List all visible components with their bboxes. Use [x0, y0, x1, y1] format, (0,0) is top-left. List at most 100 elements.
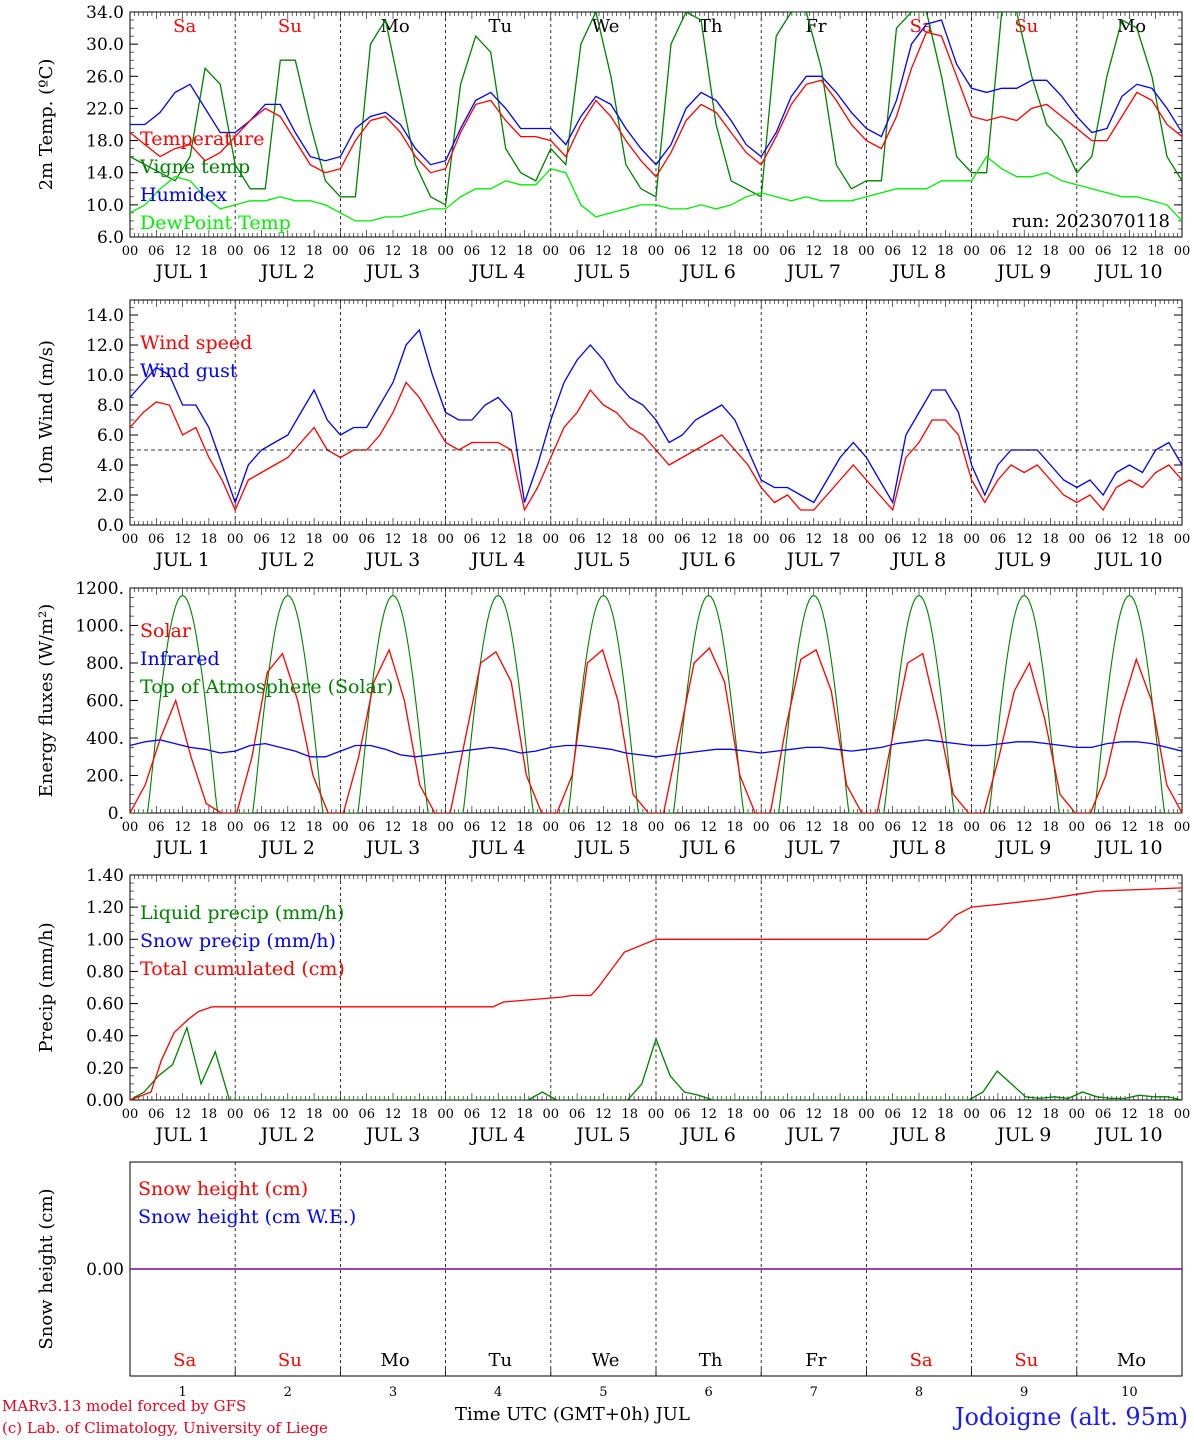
panel-frame	[129, 587, 1183, 814]
hour-tick-label: 06	[674, 820, 691, 835]
legend-snow-height-cm-w-e: Snow height (cm W.E.)	[138, 1206, 356, 1228]
date-tick-label: JUL 6	[679, 837, 735, 859]
hour-tick-label: 18	[201, 532, 218, 547]
hour-tick-label: 12	[595, 820, 612, 835]
panel-wind: 0.0 2.0 4.0 6.0 8.0 10.0 12.0 14.0 10m Wind (m/s…	[36, 299, 1190, 571]
date-tick-label: JUL 9	[995, 837, 1051, 859]
hour-tick-label: 18	[937, 1107, 954, 1122]
date-tick-label: JUL 6	[679, 549, 735, 571]
hour-tick-label: 18	[516, 1107, 533, 1122]
hour-tick-label: 12	[700, 820, 717, 835]
hour-tick-label: 00	[543, 820, 560, 835]
hour-tick-label: 00	[437, 532, 454, 547]
series-humidex	[130, 19, 1182, 166]
hour-tick-label: 00	[858, 244, 875, 259]
hour-tick-label: 00	[753, 244, 770, 259]
y-tick-label: 26.0	[86, 67, 124, 87]
day-name-label: Sa	[173, 16, 196, 37]
hour-tick-label: 06	[884, 244, 901, 259]
hour-tick-label: 06	[990, 820, 1007, 835]
hour-tick-label: 00	[1174, 1107, 1191, 1122]
hour-tick-label: 12	[1121, 244, 1138, 259]
y-tick-label: 1.00	[86, 930, 124, 950]
day-name-label: Fr	[805, 1350, 826, 1371]
hour-tick-label: 06	[1095, 1107, 1112, 1122]
site-name: Jodoigne (alt. 95m)	[954, 1403, 1188, 1431]
hour-tick-label: 00	[963, 244, 980, 259]
hour-tick-label: 12	[385, 820, 402, 835]
hour-tick-label: 00	[1069, 1107, 1086, 1122]
hour-tick-label: 18	[1147, 1107, 1164, 1122]
y-tick-label: 10.0	[86, 196, 124, 216]
legend-solar: Solar	[140, 620, 192, 642]
date-tick-label: JUL 2	[259, 549, 315, 571]
hour-tick-label: 06	[674, 532, 691, 547]
y-axis-title: 2m Temp. (ºC)	[36, 59, 57, 191]
hour-tick-label: 06	[1095, 820, 1112, 835]
date-tick-label: JUL 8	[890, 549, 946, 571]
legend-snow-height-cm: Snow height (cm)	[138, 1178, 308, 1200]
date-tick-label: JUL 8	[890, 1124, 946, 1146]
hour-tick-label: 06	[358, 820, 375, 835]
hour-tick-label: 00	[753, 820, 770, 835]
y-tick-label: 1000.	[75, 617, 124, 637]
hour-tick-label: 00	[227, 820, 244, 835]
date-tick-label: JUL 9	[995, 549, 1051, 571]
hour-tick-label: 00	[332, 244, 349, 259]
date-tick-label: JUL 4	[469, 549, 525, 571]
hour-tick-label: 12	[174, 244, 191, 259]
date-tick-label: JUL 6	[679, 1124, 735, 1146]
date-tick-label: JUL 8	[890, 837, 946, 859]
hour-tick-label: 06	[569, 1107, 586, 1122]
date-tick-label: JUL 3	[364, 837, 420, 859]
y-tick-label: 22.0	[86, 99, 124, 119]
hour-tick-label: 06	[148, 244, 165, 259]
y-tick-label: 2.0	[97, 486, 124, 506]
hour-tick-label: 06	[569, 820, 586, 835]
y-tick-label: 1.40	[86, 866, 124, 886]
hour-tick-label: 12	[1016, 532, 1033, 547]
legend-vigne-temp: Vigne temp	[139, 156, 250, 178]
plot-area	[130, 594, 1182, 813]
hour-tick-label: 18	[1042, 1107, 1059, 1122]
hour-tick-label: 18	[516, 244, 533, 259]
y-tick-label: 0.	[108, 804, 124, 824]
hour-tick-label: 18	[411, 532, 428, 547]
y-tick-label: 1.20	[86, 898, 124, 918]
day-number-label: 5	[599, 1385, 607, 1400]
hour-tick-label: 00	[332, 820, 349, 835]
series-vigne-temp	[130, 12, 1182, 206]
date-tick-label: JUL 1	[153, 549, 209, 571]
hour-tick-label: 06	[674, 1107, 691, 1122]
hour-tick-label: 00	[227, 532, 244, 547]
hour-tick-label: 12	[595, 1107, 612, 1122]
series-dewpoint	[130, 155, 1182, 222]
series-wind-gust	[130, 328, 1182, 505]
series-solar	[130, 646, 1182, 813]
hour-tick-label: 18	[727, 1107, 744, 1122]
hour-tick-label: 12	[806, 820, 823, 835]
y-tick-label: 800.	[86, 654, 124, 674]
hour-tick-label: 06	[464, 532, 481, 547]
y-tick-label: 4.0	[97, 456, 124, 476]
hour-tick-label: 00	[1069, 820, 1086, 835]
hour-tick-label: 12	[385, 532, 402, 547]
hour-tick-label: 18	[201, 1107, 218, 1122]
hour-tick-label: 00	[122, 1107, 139, 1122]
hour-tick-label: 18	[306, 820, 323, 835]
date-tick-label: JUL 10	[1094, 549, 1162, 571]
hour-tick-label: 18	[306, 244, 323, 259]
hour-tick-label: 00	[1174, 820, 1191, 835]
date-tick-label: JUL 6	[679, 261, 735, 283]
hour-tick-label: 00	[858, 820, 875, 835]
day-number-label: 4	[494, 1385, 502, 1400]
hour-tick-label: 00	[437, 244, 454, 259]
legend-wind-speed: Wind speed	[140, 332, 252, 354]
legend-infrared: Infrared	[140, 648, 220, 670]
date-tick-label: JUL 1	[153, 1124, 209, 1146]
hour-tick-label: 12	[700, 244, 717, 259]
hour-tick-label: 12	[1016, 244, 1033, 259]
hour-tick-label: 12	[1121, 820, 1138, 835]
day-number-label: 2	[284, 1385, 292, 1400]
hour-tick-label: 00	[122, 820, 139, 835]
